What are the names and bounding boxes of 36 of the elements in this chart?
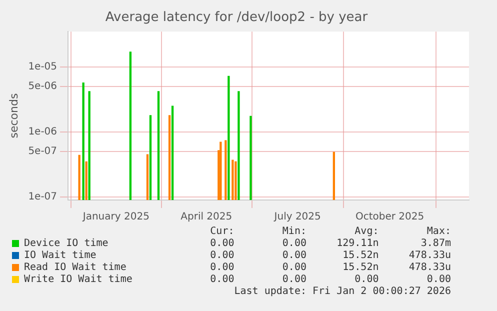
text: 0.00 — [281, 262, 306, 273]
text: 0.00 — [209, 238, 234, 249]
text: Min: — [281, 226, 306, 237]
text: 15.52n — [342, 262, 379, 273]
text: 0.00 — [209, 250, 234, 261]
legend-label: Write IO Wait time — [24, 274, 132, 285]
chart-title: Average latency for /dev/loop2 - by year — [105, 10, 368, 26]
x-tick-label: January 2025 — [82, 212, 150, 223]
text: Last update: Fri Jan 2 00:00:27 2026 — [233, 286, 451, 297]
y-axis-title: seconds — [7, 93, 20, 138]
text: 0.00 — [426, 274, 451, 285]
legend-label: Device IO time — [24, 238, 108, 249]
x-tick-label: July 2025 — [273, 212, 321, 223]
legend-label: Read IO Wait time — [24, 262, 126, 273]
text: Max: — [426, 226, 451, 237]
text: 0.00 — [281, 274, 306, 285]
text: 0.00 — [281, 238, 306, 249]
x-tick-label: October 2025 — [355, 212, 424, 223]
y-tick-label: 5e-06 — [28, 81, 58, 92]
text: 3.87m — [420, 238, 451, 249]
text: 15.52n — [342, 250, 379, 261]
text: 0.00 — [209, 274, 234, 285]
text: 478.33u — [408, 262, 451, 273]
text: 0.00 — [281, 250, 306, 261]
y-tick-label: 1e-07 — [28, 192, 58, 203]
text: 0.00 — [354, 274, 379, 285]
legend-label: IO Wait time — [24, 250, 96, 261]
text: Avg: — [354, 226, 379, 237]
text: 129.11n — [336, 238, 379, 249]
y-tick-label: 5e-07 — [28, 146, 58, 158]
text: 478.33u — [408, 250, 451, 261]
text: Cur: — [209, 226, 234, 237]
y-tick-label: 1e-05 — [28, 62, 58, 73]
x-tick-label: April 2025 — [180, 212, 232, 223]
y-tick-label: 1e-06 — [28, 126, 58, 138]
text: 0.00 — [209, 262, 234, 273]
